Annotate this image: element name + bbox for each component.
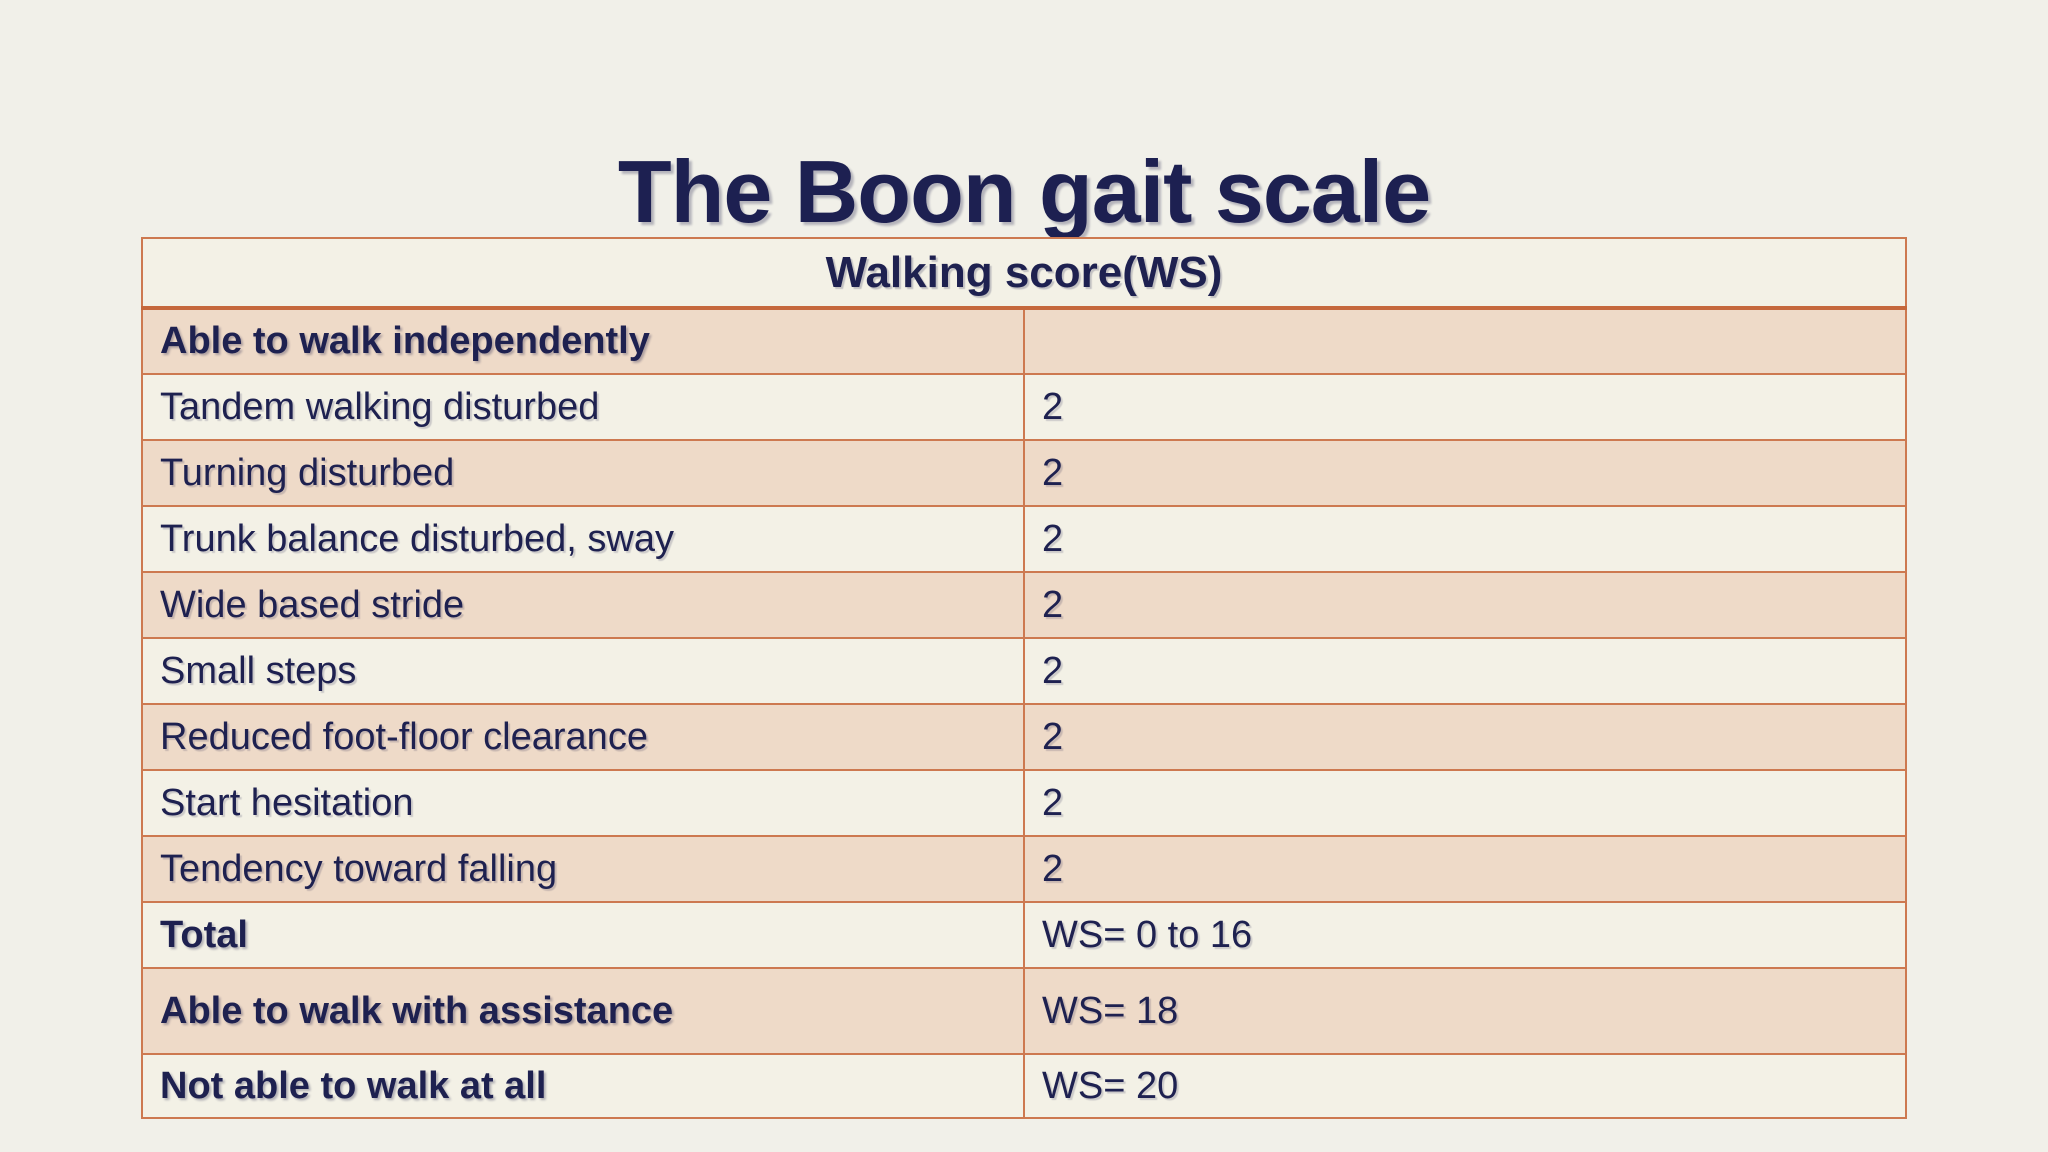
row-label: Able to walk with assistance — [141, 967, 1025, 1055]
row-label: Not able to walk at all — [141, 1053, 1025, 1119]
row-label: Small steps — [141, 637, 1025, 705]
table-row: Start hesitation 2 — [141, 769, 1907, 837]
table-row: Wide based stride 2 — [141, 571, 1907, 639]
row-label: Tandem walking disturbed — [141, 373, 1025, 441]
table-header: Walking score(WS) — [142, 238, 1906, 310]
row-value — [1023, 307, 1907, 375]
table-row: Able to walk with assistance WS= 18 — [141, 967, 1907, 1055]
table-row: Not able to walk at all WS= 20 — [141, 1053, 1907, 1119]
row-value: 2 — [1023, 439, 1907, 507]
table-row: Tandem walking disturbed 2 — [141, 373, 1907, 441]
table-row: Able to walk independently — [141, 307, 1907, 375]
row-value: 2 — [1023, 703, 1907, 771]
row-value: WS= 18 — [1023, 967, 1907, 1055]
table-row: Trunk balance disturbed, sway 2 — [141, 505, 1907, 573]
row-label: Turning disturbed — [141, 439, 1025, 507]
walking-score-table: Walking score(WS) Able to walk independe… — [141, 237, 1907, 1119]
table-row: Tendency toward falling 2 — [141, 835, 1907, 903]
table-row: Reduced foot-floor clearance 2 — [141, 703, 1907, 771]
row-label: Reduced foot-floor clearance — [141, 703, 1025, 771]
row-label: Wide based stride — [141, 571, 1025, 639]
row-label: Start hesitation — [141, 769, 1025, 837]
row-value: WS= 20 — [1023, 1053, 1907, 1119]
table-row: Total WS= 0 to 16 — [141, 901, 1907, 969]
row-value: 2 — [1023, 637, 1907, 705]
row-label: Total — [141, 901, 1025, 969]
row-value: 2 — [1023, 835, 1907, 903]
row-value: 2 — [1023, 505, 1907, 573]
row-value: WS= 0 to 16 — [1023, 901, 1907, 969]
row-value: 2 — [1023, 571, 1907, 639]
page-title: The Boon gait scale — [617, 142, 1431, 241]
row-label: Able to walk independently — [141, 307, 1025, 375]
row-value: 2 — [1023, 769, 1907, 837]
row-value: 2 — [1023, 373, 1907, 441]
table-row: Turning disturbed 2 — [141, 439, 1907, 507]
table-header-row: Walking score(WS) — [142, 238, 1906, 310]
table-row: Small steps 2 — [141, 637, 1907, 705]
row-label: Tendency toward falling — [141, 835, 1025, 903]
row-label: Trunk balance disturbed, sway — [141, 505, 1025, 573]
